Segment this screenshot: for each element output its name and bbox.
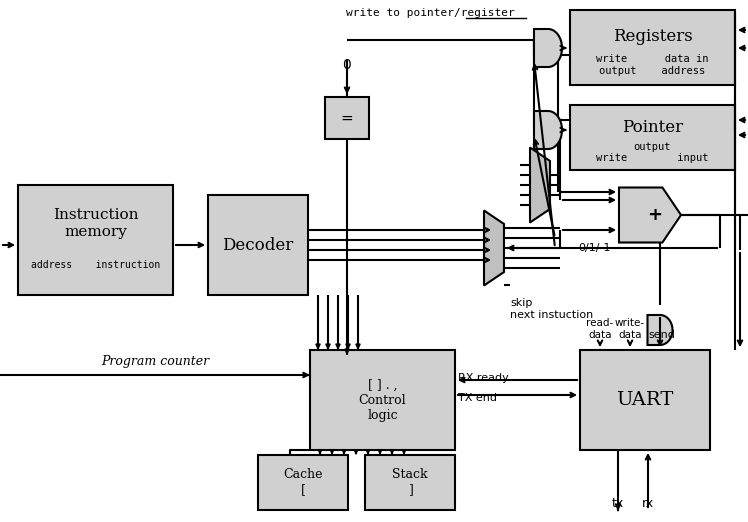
Bar (365, 455, 455, 510)
Text: Stack
]: Stack ] (392, 469, 428, 496)
Bar (208, 195, 308, 295)
Text: send: send (649, 330, 675, 340)
Text: [ ] . ,
Control
logic: [ ] . , Control logic (359, 378, 406, 421)
Bar (258, 455, 348, 510)
Polygon shape (484, 210, 504, 286)
Polygon shape (530, 148, 550, 222)
Text: read-
data: read- data (586, 318, 613, 340)
Text: =: = (340, 111, 353, 125)
Text: 0: 0 (343, 58, 352, 72)
Text: skip
next instuction: skip next instuction (510, 298, 593, 319)
Text: Instruction
memory: Instruction memory (53, 208, 138, 239)
Bar (570, 105, 735, 170)
Bar (325, 97, 369, 139)
Bar (310, 350, 455, 450)
Text: Program counter: Program counter (101, 355, 209, 368)
Text: 0/1/-1: 0/1/-1 (578, 243, 610, 253)
Text: Cache
[: Cache [ (283, 469, 322, 496)
Bar (18, 185, 173, 295)
Polygon shape (648, 315, 672, 345)
Text: rx: rx (642, 497, 654, 510)
Text: Registers: Registers (613, 28, 693, 45)
Text: write      data in
output    address: write data in output address (596, 54, 709, 76)
Text: Decoder: Decoder (222, 236, 294, 254)
Bar (570, 10, 735, 85)
Text: address    instruction: address instruction (31, 260, 160, 270)
Text: +: + (648, 206, 663, 224)
Text: output
write        input: output write input (596, 141, 709, 163)
Polygon shape (534, 111, 562, 149)
Text: Pointer: Pointer (622, 119, 683, 136)
Text: UART: UART (616, 391, 674, 409)
Text: TX end: TX end (458, 393, 497, 403)
Text: write-
data: write- data (615, 318, 645, 340)
Bar (580, 350, 710, 450)
Text: RX ready: RX ready (458, 373, 509, 383)
Text: tx: tx (612, 497, 624, 510)
Text: write to pointer/register: write to pointer/register (346, 8, 515, 18)
Polygon shape (619, 187, 681, 243)
Polygon shape (534, 29, 562, 67)
